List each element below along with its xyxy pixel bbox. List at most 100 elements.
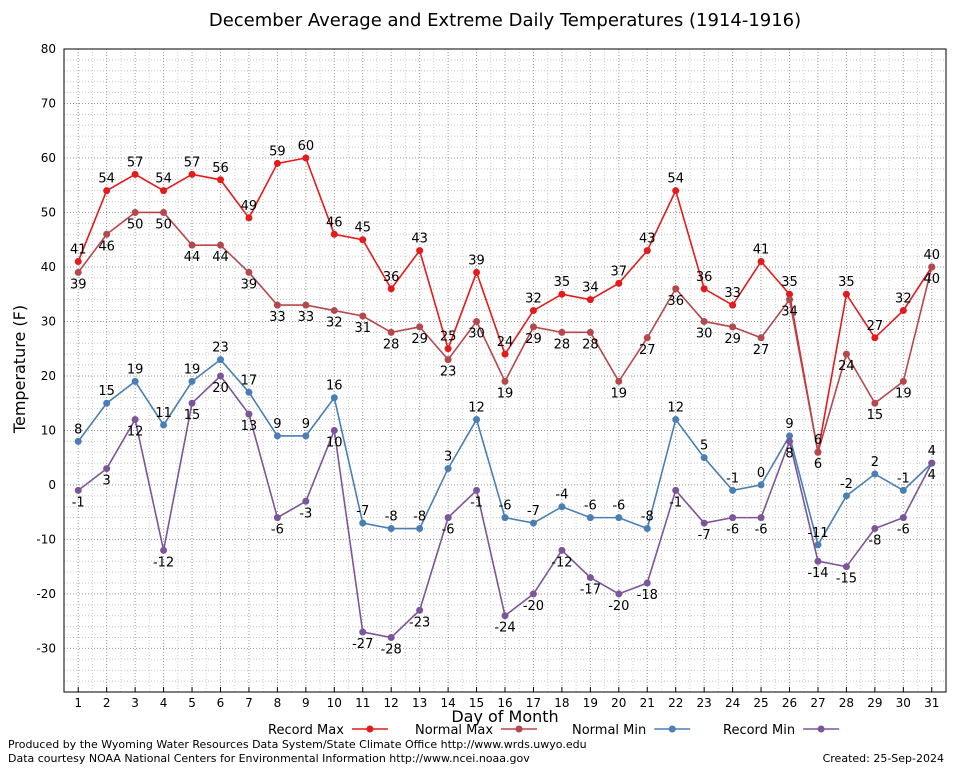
data-point xyxy=(672,285,680,293)
data-point xyxy=(359,628,367,636)
data-point xyxy=(700,454,708,462)
data-label: 29 xyxy=(525,332,542,347)
legend-label: Normal Min xyxy=(572,723,646,738)
data-label: 37 xyxy=(611,264,628,279)
y-tick-label: -10 xyxy=(36,532,56,546)
data-point xyxy=(131,170,139,178)
data-point xyxy=(899,307,907,315)
data-label: 36 xyxy=(696,270,713,285)
data-point xyxy=(74,268,82,276)
data-point xyxy=(786,296,794,304)
data-point xyxy=(871,334,879,342)
data-point xyxy=(558,290,566,298)
data-label: -1 xyxy=(470,495,483,510)
data-point xyxy=(786,432,794,440)
data-label: 29 xyxy=(411,332,428,347)
x-tick-label: 30 xyxy=(896,696,911,710)
data-point xyxy=(473,486,481,494)
data-label: 33 xyxy=(298,310,315,325)
data-label: 12 xyxy=(468,401,485,416)
x-tick-label: 23 xyxy=(697,696,712,710)
data-label: -7 xyxy=(527,504,540,519)
data-point xyxy=(245,410,253,418)
y-tick-label: 20 xyxy=(41,369,56,383)
data-label: 28 xyxy=(554,337,571,352)
data-label: 43 xyxy=(639,232,656,247)
x-tick-label: 31 xyxy=(924,696,939,710)
data-label: 54 xyxy=(155,172,172,187)
data-label: 10 xyxy=(326,435,343,450)
x-tick-label: 1 xyxy=(74,696,82,710)
data-label: -12 xyxy=(551,555,572,570)
data-label: -1 xyxy=(897,471,910,486)
legend: Record Max Normal Max Normal Min Record Min xyxy=(268,723,840,738)
data-point xyxy=(899,514,907,522)
data-label: 30 xyxy=(468,326,485,341)
data-label: 50 xyxy=(127,217,144,232)
data-point xyxy=(387,328,395,336)
data-label: 44 xyxy=(212,250,229,265)
data-point xyxy=(643,525,651,533)
data-label: -6 xyxy=(612,499,625,514)
y-tick-label: 80 xyxy=(41,42,56,56)
data-label: -15 xyxy=(836,572,857,587)
data-point xyxy=(700,519,708,527)
data-label: -6 xyxy=(755,523,768,538)
data-point xyxy=(615,514,623,522)
data-point xyxy=(359,236,367,244)
data-label: -3 xyxy=(299,506,312,521)
x-tick-label: 12 xyxy=(384,696,399,710)
data-point xyxy=(757,258,765,266)
data-label: 32 xyxy=(895,292,912,307)
data-label: -8 xyxy=(641,510,654,525)
data-point xyxy=(131,416,139,424)
series-line-normal-max xyxy=(77,211,933,453)
data-label: -6 xyxy=(726,523,739,538)
data-label: 15 xyxy=(184,408,201,423)
data-point xyxy=(729,301,737,309)
data-point xyxy=(899,486,907,494)
data-label: 34 xyxy=(781,305,798,320)
data-label: -23 xyxy=(409,615,430,630)
data-label: 4 xyxy=(928,468,936,483)
chart-title: December Average and Extreme Daily Tempe… xyxy=(209,10,801,31)
data-point xyxy=(842,563,850,571)
data-point xyxy=(615,279,623,287)
data-point xyxy=(643,579,651,587)
data-label: 19 xyxy=(184,362,201,377)
data-point xyxy=(672,486,680,494)
data-point xyxy=(672,416,680,424)
data-point xyxy=(273,432,281,440)
data-label: 6 xyxy=(814,433,822,448)
data-point xyxy=(330,394,338,402)
data-label: 19 xyxy=(611,386,628,401)
data-point xyxy=(216,176,224,184)
legend-label: Normal Max xyxy=(415,723,493,738)
x-axis-label: Day of Month xyxy=(451,707,558,726)
data-point xyxy=(273,514,281,522)
x-tick-label: 27 xyxy=(810,696,825,710)
legend-swatch-marker xyxy=(366,725,374,733)
data-point xyxy=(615,377,623,385)
y-tick-label: 40 xyxy=(41,260,56,274)
y-tick-label: 50 xyxy=(41,205,56,219)
data-point xyxy=(245,214,253,222)
data-label: 17 xyxy=(241,373,258,388)
data-point xyxy=(103,465,111,473)
data-point xyxy=(842,492,850,500)
legend-swatch-marker xyxy=(668,725,676,733)
data-point xyxy=(103,187,111,195)
data-point xyxy=(586,328,594,336)
data-point xyxy=(188,399,196,407)
data-label: 19 xyxy=(895,386,912,401)
data-point xyxy=(160,546,168,554)
data-label: -20 xyxy=(608,599,629,614)
data-label: -1 xyxy=(669,495,682,510)
data-label: 23 xyxy=(212,341,229,356)
data-point xyxy=(842,350,850,358)
data-point xyxy=(871,399,879,407)
data-point xyxy=(131,208,139,216)
data-point xyxy=(416,247,424,255)
data-point xyxy=(416,323,424,331)
